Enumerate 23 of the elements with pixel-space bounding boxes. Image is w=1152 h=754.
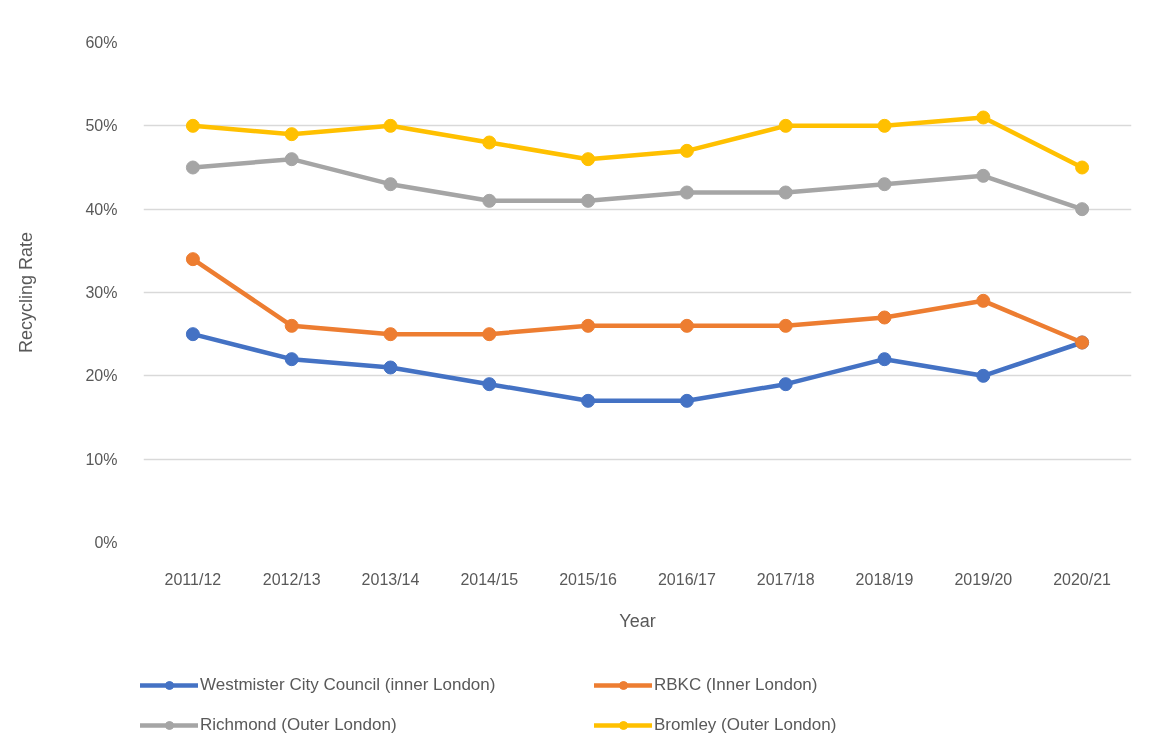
y-tick-label: 40% [85,200,118,218]
y-tick-label: 30% [85,284,118,301]
x-tick-label: 2013/14 [361,570,420,588]
x-axis-title: Year [619,610,656,631]
x-tick-label: 2017/18 [756,570,815,588]
x-tick-label: 2020/21 [1053,570,1112,588]
y-tick-label: 10% [85,450,118,468]
y-tick-label: 0% [94,534,118,551]
legend-label: RBKC (Inner London) [654,675,819,695]
legend-label: Westmister City Council (inner London) [200,675,497,695]
x-tick-label: 2012/13 [262,570,321,588]
x-tick-label: 2019/20 [954,570,1013,588]
y-axis-title: Recycling Rate [16,231,37,354]
y-tick-label: 60% [85,34,118,51]
x-tick-label: 2016/17 [657,570,716,588]
y-tick-label: 20% [85,367,118,385]
x-tick-label: 2014/15 [460,570,519,588]
x-tick-label: 2018/19 [855,570,914,588]
legend-label: Bromley (Outer London) [654,715,838,735]
x-tick-label: 2015/16 [559,570,618,588]
y-tick-label: 50% [85,117,118,135]
x-tick-label: 2011/12 [164,570,222,588]
legend-label: Richmond (Outer London) [200,715,398,735]
